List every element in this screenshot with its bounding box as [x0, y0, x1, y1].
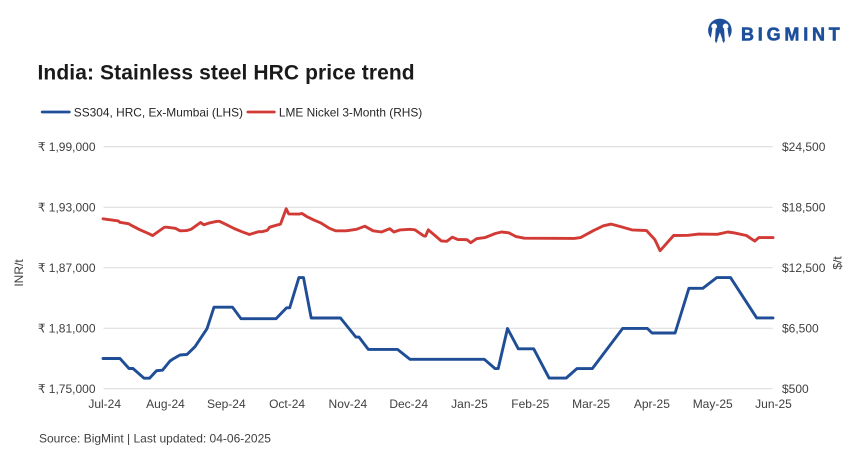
svg-text:$12,500: $12,500 [782, 261, 826, 275]
svg-text:Apr-25: Apr-25 [634, 397, 670, 411]
svg-text:Nov-24: Nov-24 [329, 397, 368, 411]
svg-text:₹ 1,93,000: ₹ 1,93,000 [38, 201, 96, 215]
svg-text:Jan-25: Jan-25 [451, 397, 488, 411]
svg-text:₹ 1,99,000: ₹ 1,99,000 [38, 140, 96, 154]
svg-text:Feb-25: Feb-25 [511, 397, 549, 411]
svg-text:Jul-24: Jul-24 [88, 397, 121, 411]
svg-text:₹ 1,75,000: ₹ 1,75,000 [38, 382, 96, 396]
svg-text:Dec-24: Dec-24 [389, 397, 428, 411]
svg-text:Source: BigMint | Last updated: Source: BigMint | Last updated: 04-06-20… [39, 432, 271, 446]
svg-text:$18,500: $18,500 [782, 201, 826, 215]
svg-text:BIGMINT: BIGMINT [741, 25, 844, 45]
svg-text:₹ 1,87,000: ₹ 1,87,000 [38, 261, 96, 275]
svg-text:May-25: May-25 [693, 397, 733, 411]
svg-text:Mar-25: Mar-25 [572, 397, 610, 411]
svg-text:LME Nickel 3-Month (RHS): LME Nickel 3-Month (RHS) [279, 105, 422, 119]
svg-text:SS304, HRC, Ex-Mumbai (LHS): SS304, HRC, Ex-Mumbai (LHS) [74, 105, 243, 119]
svg-text:Aug-24: Aug-24 [146, 397, 185, 411]
svg-text:Oct-24: Oct-24 [269, 397, 305, 411]
svg-text:India: Stainless steel HRC pri: India: Stainless steel HRC price trend [38, 61, 415, 84]
svg-text:$6,500: $6,500 [782, 322, 819, 336]
svg-text:Jun-25: Jun-25 [755, 397, 792, 411]
svg-text:₹ 1,81,000: ₹ 1,81,000 [38, 322, 96, 336]
svg-text:$500: $500 [782, 382, 809, 396]
svg-text:$24,500: $24,500 [782, 140, 826, 154]
svg-text:INR/t: INR/t [12, 259, 26, 287]
svg-text:$/t: $/t [831, 256, 845, 270]
svg-text:Sep-24: Sep-24 [207, 397, 246, 411]
